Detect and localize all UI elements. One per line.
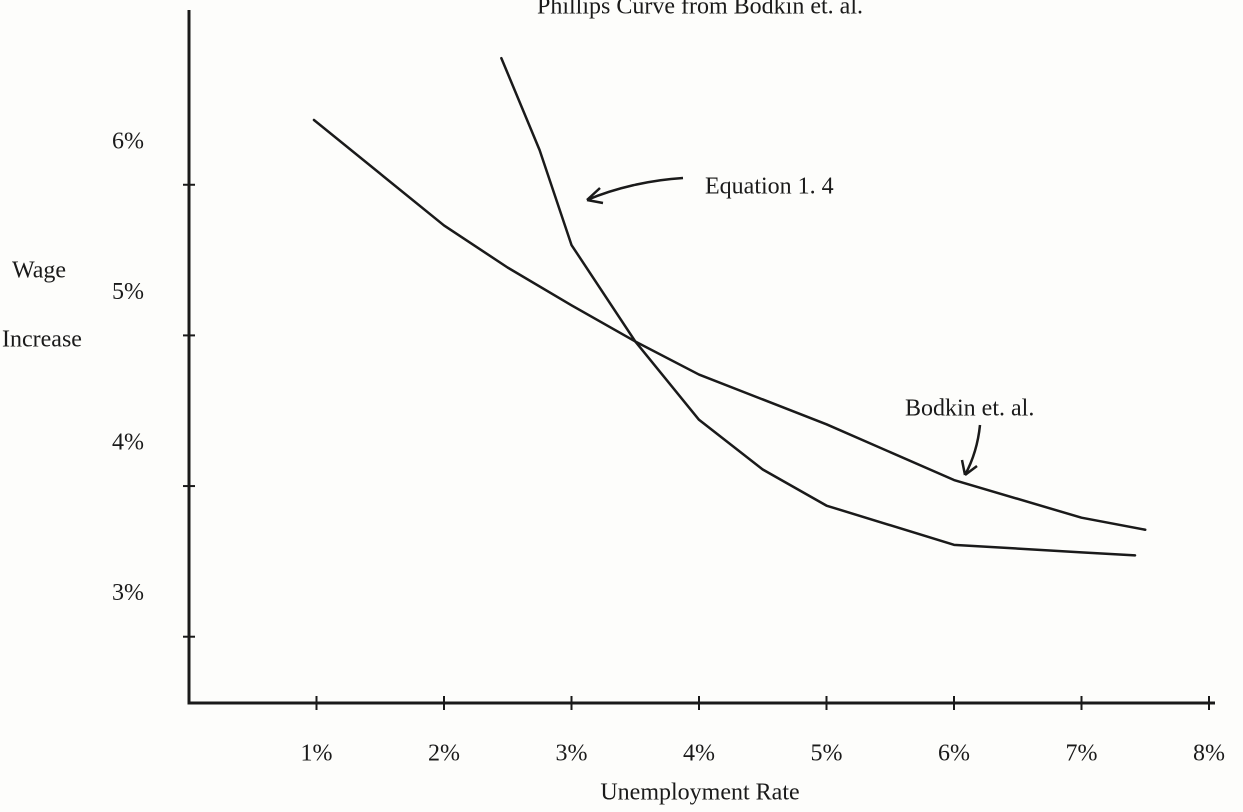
line-series: [312, 118, 1147, 531]
x-tick-label: 2%: [428, 741, 460, 767]
arrow-head: [960, 459, 978, 476]
x-tick-label: 6%: [938, 741, 970, 767]
arrow-head: [586, 187, 604, 205]
line-series: [500, 56, 1137, 557]
x-tick-label: 5%: [811, 741, 843, 767]
x-axis-label: Unemployment Rate: [600, 780, 799, 806]
chart-title: Phillips Curve from Bodkin et. al.: [537, 0, 863, 20]
y-tick-label: 4%: [112, 430, 144, 456]
arrow: [963, 424, 982, 476]
x-tick-label: 8%: [1193, 741, 1225, 767]
y-tick-label: 5%: [112, 279, 144, 305]
y-tick-label: 6%: [112, 128, 144, 154]
x-tick-label: 1%: [301, 741, 333, 767]
arrow: [586, 176, 684, 202]
y-tick-label: 3%: [112, 580, 144, 606]
annotation: Bodkin et. al.: [905, 396, 1034, 422]
x-tick-label: 7%: [1066, 741, 1098, 767]
x-tick-label: 3%: [556, 741, 588, 767]
y-axis-label: Increase: [2, 327, 82, 353]
annotation: Equation 1. 4: [705, 174, 834, 200]
axes: [187, 10, 1215, 705]
x-tick-label: 4%: [683, 741, 715, 767]
y-axis-label: Wage: [12, 258, 66, 284]
